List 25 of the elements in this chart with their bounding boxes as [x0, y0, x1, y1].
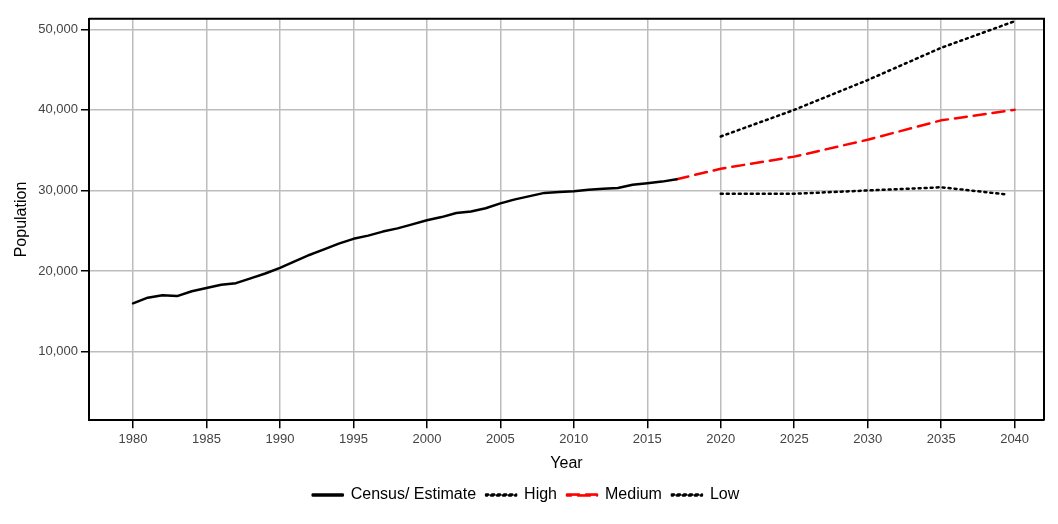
x-tick-label: 1995	[338, 430, 368, 446]
legend-label: Low	[709, 485, 740, 503]
x-tick-label: 2025	[779, 430, 809, 446]
y-tick-label: 30,000	[38, 182, 78, 198]
legend-label: Medium	[605, 485, 662, 503]
x-tick-label: 1980	[118, 430, 148, 446]
x-tick-label: 2030	[853, 430, 883, 446]
y-tick-label: 20,000	[38, 262, 78, 278]
y-tick-label: 50,000	[38, 20, 78, 36]
legend-label: High	[524, 485, 558, 503]
x-tick-label: 1990	[265, 430, 295, 446]
legend-label: Census/ Estimate	[350, 485, 477, 503]
x-tick-label: 2015	[632, 430, 662, 446]
x-tick-label: 2040	[1000, 430, 1030, 446]
line-series	[675, 108, 1016, 181]
x-tick-label: 2035	[926, 430, 956, 446]
x-axis-title: Year	[550, 453, 584, 471]
x-tick-label: 2010	[559, 430, 589, 446]
y-tick-label: 10,000	[38, 343, 78, 359]
y-tick-label: 40,000	[38, 101, 78, 117]
y-axis-title: Population	[12, 181, 30, 258]
x-tick-label: 2005	[485, 430, 515, 446]
x-tick-label: 2020	[706, 430, 736, 446]
x-tick-label: 2000	[412, 430, 442, 446]
x-tick-label: 1985	[192, 430, 221, 446]
